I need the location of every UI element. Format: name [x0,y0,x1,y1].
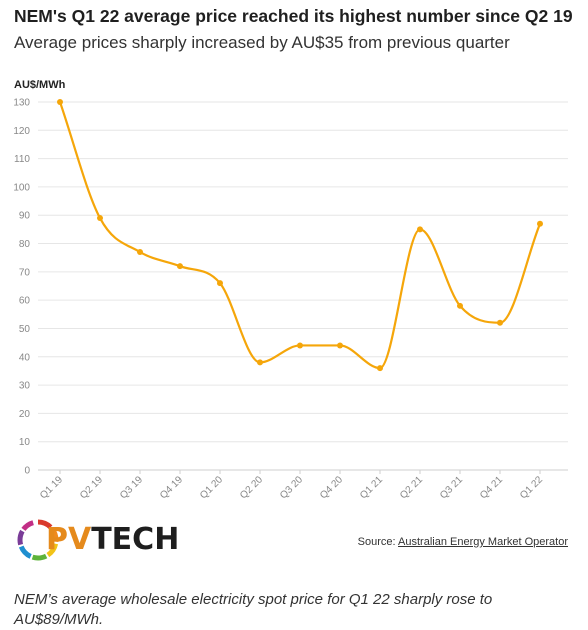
source-link[interactable]: Australian Energy Market Operator [398,536,568,548]
data-point[interactable] [297,342,303,349]
source-note: Source: Australian Energy Market Operato… [358,536,568,548]
y-tick-label: 50 [19,324,31,335]
grid-lines [38,101,568,471]
data-point[interactable] [497,319,503,326]
x-tick-label: Q3 19 [118,474,145,501]
source-prefix: Source: [357,536,399,548]
logo-tech: TECH [91,522,180,557]
pvtech-logo-icon [17,519,59,561]
x-tick-label: Q1 21 [358,474,385,501]
x-tick-label: Q4 20 [318,474,345,501]
y-tick-label: 30 [19,381,31,392]
x-tick-label: Q2 19 [78,474,105,501]
x-tick-label: Q4 19 [158,474,185,501]
data-point[interactable] [97,215,103,222]
chart-subtitle: Average prices sharply increased by AU$3… [14,33,510,52]
data-point[interactable] [177,263,183,270]
x-tick-label: Q1 20 [198,474,225,501]
x-tick-label: Q3 21 [438,474,465,501]
y-tick-label: 20 [19,409,31,420]
logo-pv: PV [46,522,92,557]
data-point[interactable] [377,365,383,372]
y-tick-label: 60 [19,296,31,307]
y-tick-labels: 0 10 20 30 40 50 60 70 80 90 100 110 120 130 [13,98,30,477]
data-points [57,99,543,372]
x-tick-label: Q2 21 [398,474,425,501]
y-tick-label: 90 [19,211,31,222]
data-point[interactable] [537,220,543,227]
data-point[interactable] [257,359,263,366]
x-tick-label: Q3 20 [278,474,305,501]
y-tick-label: 130 [13,98,30,109]
data-point[interactable] [457,302,463,309]
y-tick-label: 110 [14,154,30,165]
data-point[interactable] [337,342,343,349]
y-axis-label: AU$/MWh [14,79,66,91]
y-tick-label: 0 [24,466,30,477]
data-point[interactable] [57,99,63,105]
x-tick-label: Q1 19 [38,474,65,501]
x-tick-label: Q1 22 [518,474,545,501]
y-tick-label: 100 [13,182,30,193]
line-chart: 0 10 20 30 40 50 60 70 80 90 100 110 120 130 Q1 19 Q2 … [13,98,568,501]
y-tick-label: 120 [13,126,30,137]
y-tick-label: 40 [19,352,31,363]
x-tick-label: Q2 20 [238,474,265,501]
chart-title: NEM's Q1 22 average price reached its hi… [14,6,573,26]
y-tick-label: 80 [19,239,31,250]
data-point[interactable] [217,280,223,287]
x-tick-labels: Q1 19 Q2 19 Q3 19 Q4 19 Q1 20 Q2 20 Q3 20 Q4 20… [38,470,545,501]
data-point[interactable] [417,226,423,233]
y-tick-label: 10 [19,437,31,448]
x-tick-label: Q4 21 [478,474,505,501]
y-tick-label: 70 [19,267,31,278]
data-point[interactable] [137,249,143,256]
pvtech-logo-text: PVTECH [46,522,179,557]
figure-caption: NEM’s average wholesale electricity spot… [14,591,493,628]
